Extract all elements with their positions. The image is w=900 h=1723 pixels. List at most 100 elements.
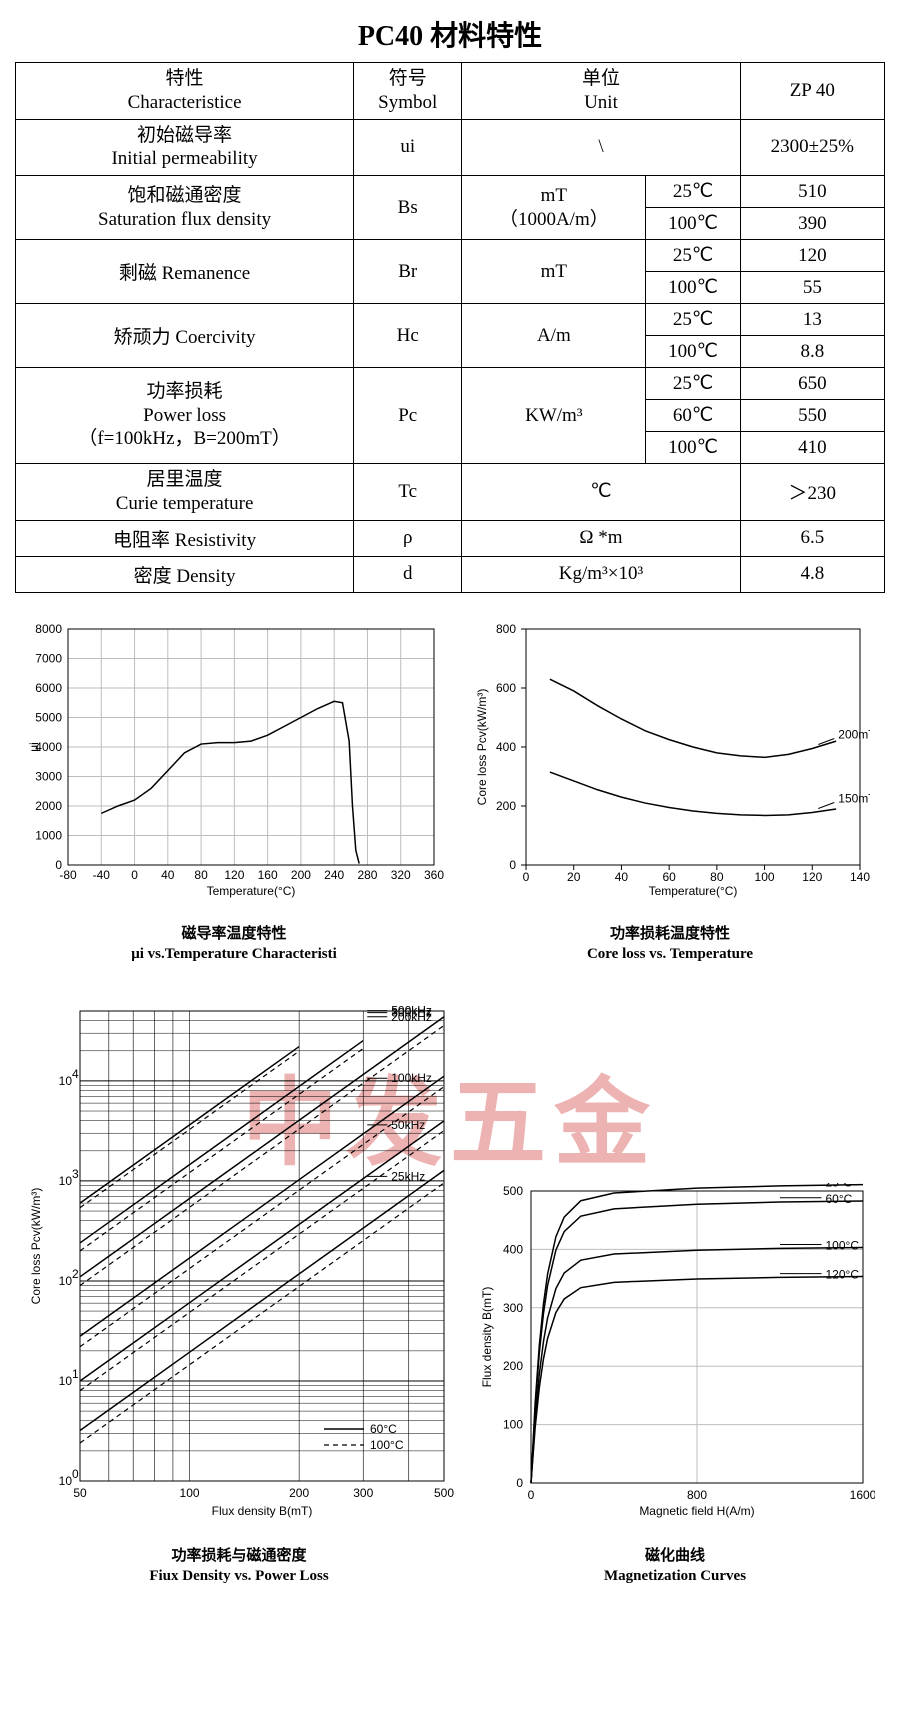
row-bs-t1: 25℃ (646, 176, 740, 208)
row-hc-v1: 13 (740, 304, 884, 336)
svg-text:Magnetic field H(A/m): Magnetic field H(A/m) (639, 1504, 754, 1518)
svg-text:10: 10 (59, 1474, 73, 1488)
svg-text:Core loss Pcv(kW/m³): Core loss Pcv(kW/m³) (475, 688, 489, 805)
row-tc-unit: ℃ (462, 464, 740, 521)
svg-text:140: 140 (850, 870, 870, 884)
row-bs-unit: mT（1000A/m） (462, 176, 646, 240)
svg-text:Flux density B(mT): Flux density B(mT) (212, 1504, 313, 1518)
svg-text:0: 0 (528, 1488, 535, 1502)
svg-text:200kHz: 200kHz (391, 1009, 432, 1023)
row-den-sym: d (354, 556, 462, 592)
chart-coreloss-vs-fluxdensity: 50100200300500100101102103104500kHz300kH… (24, 1003, 454, 1587)
svg-text:300: 300 (353, 1486, 373, 1500)
svg-text:500: 500 (434, 1486, 454, 1500)
row-hc-v2: 8.8 (740, 336, 884, 368)
row-res-char: 电阻率 Resistivity (16, 520, 354, 556)
row-br-v1: 120 (740, 240, 884, 272)
chart2-caption: 功率损耗温度特性 Core loss vs. Temperature (587, 923, 753, 965)
svg-text:160: 160 (258, 868, 278, 882)
chart1-caption: 磁导率温度特性 μi vs.Temperature Characteristi (131, 923, 337, 965)
row-pc-t2: 60℃ (646, 400, 740, 432)
svg-text:8000: 8000 (35, 622, 62, 636)
chart-coreloss-vs-temp: 0204060801001201400200400600800200mT150m… (464, 621, 876, 965)
svg-text:100: 100 (180, 1486, 200, 1500)
svg-text:20: 20 (567, 870, 581, 884)
svg-text:0: 0 (523, 870, 530, 884)
svg-text:-40: -40 (93, 868, 111, 882)
chart-permeability-vs-temp: -80-400408012016020024028032036001000200… (24, 621, 444, 965)
svg-text:600: 600 (496, 681, 516, 695)
svg-text:2000: 2000 (35, 799, 62, 813)
svg-text:1: 1 (72, 1366, 79, 1380)
row-br-sym: Br (354, 240, 462, 304)
chart3-caption: 功率损耗与磁通密度 Fiux Density vs. Power Loss (149, 1545, 328, 1587)
row-tc-val: ＞230 (740, 464, 884, 521)
svg-text:200mT: 200mT (838, 727, 870, 741)
row-bs-v1: 510 (740, 176, 884, 208)
row-pc-char: 功率损耗Power loss（f=100kHz，B=200mT） (16, 368, 354, 464)
row-bs-v2: 390 (740, 208, 884, 240)
svg-text:50: 50 (73, 1486, 87, 1500)
row-pc-t3: 100℃ (646, 432, 740, 464)
svg-text:3000: 3000 (35, 769, 62, 783)
svg-text:120: 120 (802, 870, 822, 884)
svg-text:25kHz: 25kHz (391, 1169, 425, 1183)
row-hc-unit: A/m (462, 304, 646, 368)
svg-text:Temperature(°C): Temperature(°C) (207, 884, 296, 898)
row-perm-char: 初始磁导率Initial permeability (16, 119, 354, 176)
svg-text:0: 0 (516, 1476, 523, 1490)
row-tc-sym: Tc (354, 464, 462, 521)
svg-text:200: 200 (291, 868, 311, 882)
th-model: ZP 40 (740, 63, 884, 120)
svg-text:800: 800 (496, 622, 516, 636)
row-pc-v3: 410 (740, 432, 884, 464)
svg-text:360: 360 (424, 868, 444, 882)
svg-text:200: 200 (496, 799, 516, 813)
row-br-char: 剩磁 Remanence (16, 240, 354, 304)
row-bs-sym: Bs (354, 176, 462, 240)
svg-text:60°C: 60°C (370, 1422, 397, 1436)
row-den-unit: Kg/m³×10³ (462, 556, 740, 592)
svg-text:400: 400 (503, 1242, 523, 1256)
svg-text:Core loss Pcv(kW/m³): Core loss Pcv(kW/m³) (29, 1187, 43, 1304)
svg-text:240: 240 (324, 868, 344, 882)
row-pc-v1: 650 (740, 368, 884, 400)
svg-text:100°C: 100°C (826, 1238, 860, 1252)
svg-text:100°C: 100°C (370, 1438, 404, 1452)
svg-text:μi: μi (27, 742, 41, 752)
svg-text:10: 10 (59, 1373, 73, 1387)
svg-text:4: 4 (72, 1066, 79, 1080)
row-hc-t2: 100℃ (646, 336, 740, 368)
row-br-v2: 55 (740, 272, 884, 304)
row-perm-sym: ui (354, 119, 462, 176)
row-hc-t1: 25℃ (646, 304, 740, 336)
th-sym: 符号Symbol (354, 63, 462, 120)
svg-text:60: 60 (662, 870, 676, 884)
svg-text:7000: 7000 (35, 651, 62, 665)
row-bs-char: 饱和磁通密度Saturation flux density (16, 176, 354, 240)
svg-text:10: 10 (59, 1173, 73, 1187)
chart4-caption: 磁化曲线 Magnetization Curves (604, 1545, 746, 1587)
page-title: PC40 材料特性 (0, 0, 900, 62)
svg-text:Flux density B(mT): Flux density B(mT) (480, 1286, 494, 1387)
svg-text:100: 100 (503, 1417, 523, 1431)
svg-text:200: 200 (503, 1359, 523, 1373)
svg-text:400: 400 (496, 740, 516, 754)
svg-text:50kHz: 50kHz (391, 1117, 425, 1131)
th-unit: 单位Unit (462, 63, 740, 120)
svg-text:40: 40 (161, 868, 175, 882)
svg-text:0: 0 (55, 858, 62, 872)
row-hc-char: 矫顽力 Coercivity (16, 304, 354, 368)
row-res-unit: Ω *m (462, 520, 740, 556)
row-pc-unit: KW/m³ (462, 368, 646, 464)
specs-table: 特性Characteristice 符号Symbol 单位Unit ZP 40 … (15, 62, 885, 593)
svg-text:1000: 1000 (35, 828, 62, 842)
svg-text:80: 80 (710, 870, 724, 884)
svg-text:2: 2 (72, 1266, 79, 1280)
svg-text:500: 500 (503, 1184, 523, 1198)
svg-text:800: 800 (687, 1488, 707, 1502)
svg-text:5000: 5000 (35, 710, 62, 724)
row-res-sym: ρ (354, 520, 462, 556)
svg-text:3: 3 (72, 1166, 79, 1180)
svg-text:1600: 1600 (850, 1488, 875, 1502)
